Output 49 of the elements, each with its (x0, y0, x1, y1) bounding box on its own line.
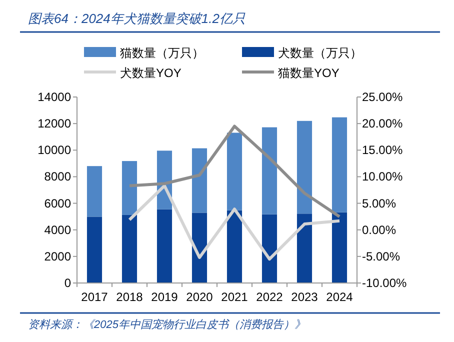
x-tick-label: 2024 (326, 290, 354, 304)
bar (86, 166, 102, 217)
y2-tick-label: -10.00% (362, 276, 408, 290)
y2-tick-label: 0.00% (362, 222, 396, 237)
bar (122, 214, 138, 283)
y2-tick-label: -5.00% (362, 249, 400, 264)
bar (122, 161, 138, 215)
bar (332, 212, 348, 283)
legend-item: 猫数量YOY (242, 66, 340, 80)
y2-tick-label: 15.00% (362, 143, 404, 158)
x-tick-label: 2019 (151, 290, 178, 304)
bar (226, 210, 242, 283)
text: 资料来源：《2025年中国宠物行业白皮书（消费报告）》 (28, 318, 306, 331)
bar (332, 117, 348, 212)
bar (192, 212, 208, 283)
y-tick-label: 8000 (44, 170, 72, 184)
legend-label: 犬数量YOY (120, 66, 182, 80)
bar (192, 148, 208, 213)
bar (262, 214, 278, 283)
x-tick-label: 2022 (256, 290, 284, 304)
bar (226, 132, 242, 210)
y-tick-label: 4000 (44, 222, 72, 237)
x-tick-label: 2021 (221, 290, 248, 304)
y-tick-label: 14000 (38, 90, 72, 104)
y-tick-label: 0 (64, 276, 72, 290)
y2-tick-label: 5.00% (362, 196, 396, 210)
bar (262, 127, 278, 214)
legend-label: 猫数量（万只） (120, 46, 204, 60)
legend-item: 犬数量YOY (84, 66, 182, 80)
y-tick-label: 6000 (44, 196, 72, 210)
y2-tick-label: 20.00% (362, 116, 404, 131)
y2-tick-label: 10.00% (362, 170, 404, 184)
x-tick-label: 2023 (291, 290, 318, 304)
bar (86, 216, 102, 283)
y-tick-label: 12000 (38, 116, 72, 131)
x-tick-label: 2017 (81, 290, 108, 304)
legend-item: 猫数量（万只） (84, 46, 204, 60)
bar (156, 209, 172, 283)
y-tick-label: 2000 (44, 249, 72, 264)
bar (296, 214, 312, 283)
chart-title: 图表64：2024年犬猫数量突破1.2亿只 (28, 11, 246, 26)
y-tick-label: 10000 (38, 143, 72, 158)
legend-item: 犬数量（万只） (242, 46, 362, 60)
legend-label: 猫数量YOY (278, 66, 340, 80)
x-tick-label: 2020 (186, 290, 214, 304)
bar (296, 120, 312, 214)
y2-tick-label: 25.00% (362, 90, 404, 104)
x-tick-label: 2018 (116, 290, 144, 304)
legend-label: 犬数量（万只） (278, 46, 362, 60)
